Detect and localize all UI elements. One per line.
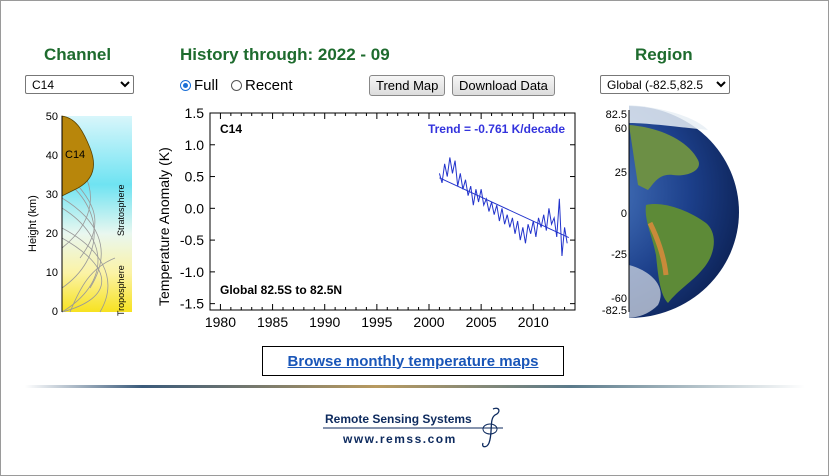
stratosphere-label: Stratosphere <box>116 184 126 236</box>
height-ticks: 50 40 30 20 10 0 <box>46 111 58 318</box>
radio-full[interactable]: Full <box>180 77 218 94</box>
x-tick-label: 1990 <box>309 314 340 330</box>
temperature-anomaly-chart: 1.5 1.0 0.5 0.0 -0.5 -1.0 -1.5 1980 1985 1990 199… <box>156 108 576 330</box>
radio-recent-indicator[interactable] <box>231 80 242 91</box>
y-tick-label: -0.5 <box>180 232 204 248</box>
brand-name: Remote Sensing Systems <box>325 412 472 426</box>
radio-recent-label: Recent <box>245 77 293 94</box>
trend-map-button[interactable]: Trend Map <box>369 75 446 96</box>
height-tick: 30 <box>46 189 58 201</box>
latitude-ticks: 82.5 60 25 0 -25 -60 -82.5 <box>602 109 627 317</box>
latitude-tick: -82.5 <box>602 305 627 317</box>
x-tick-label: 2010 <box>518 314 549 330</box>
y-tick-label: 0.5 <box>185 169 205 185</box>
latitude-tick: 25 <box>615 167 627 179</box>
radio-full-label: Full <box>194 77 219 94</box>
trend-line <box>439 177 569 239</box>
height-tick: 40 <box>46 150 58 162</box>
height-axis-label: Height (km) <box>27 195 39 252</box>
latitude-tick: 0 <box>621 208 627 220</box>
separator-bar <box>25 385 805 388</box>
x-tick-label: 1985 <box>257 314 288 330</box>
region-select[interactable]: Global (-82.5,82.5 <box>600 75 730 94</box>
andes <box>647 221 669 276</box>
south-america-land <box>645 204 714 303</box>
region-header: Region <box>635 45 693 64</box>
height-tick: 10 <box>46 267 58 279</box>
logo-ring <box>482 423 498 435</box>
globe-image <box>629 105 739 318</box>
globe-panel: 82.5 60 25 0 -25 -60 -82.5 <box>602 105 739 318</box>
latitude-tick: 82.5 <box>606 109 627 121</box>
brand-url: www.remss.com <box>342 432 457 446</box>
download-data-button[interactable]: Download Data <box>452 75 555 96</box>
x-axis-ticks: 1980 1985 1990 1995 2000 2005 2010 <box>205 113 566 330</box>
y-tick-label: 1.0 <box>185 137 205 153</box>
c14-weighting-curve <box>61 115 94 197</box>
radio-recent[interactable]: Recent <box>231 77 293 94</box>
channel-select[interactable]: C14 <box>25 75 134 94</box>
integral-symbol <box>481 407 500 448</box>
cloud-cover <box>629 265 661 318</box>
troposphere-label: Troposphere <box>116 265 126 316</box>
y-tick-label: 1.5 <box>185 108 205 121</box>
height-tick: 50 <box>46 111 58 123</box>
c14-curve-label: C14 <box>65 149 85 161</box>
y-tick-label: -1.0 <box>180 264 204 280</box>
y-axis-ticks: 1.5 1.0 0.5 0.0 -0.5 -1.0 -1.5 <box>180 108 575 312</box>
plot-area <box>209 112 576 311</box>
height-tick: 20 <box>46 228 58 240</box>
arctic-ice <box>629 105 708 130</box>
latitude-tick: -25 <box>611 249 627 261</box>
x-tick-label: 2005 <box>466 314 497 330</box>
anomaly-series-line <box>438 157 568 257</box>
latitude-tick: -60 <box>611 293 627 305</box>
y-axis-label: Temperature Anomaly (K) <box>156 147 172 306</box>
channel-header: Channel <box>44 45 112 64</box>
history-header: History through: 2022 - 09 <box>180 45 390 64</box>
browse-maps-box: Browse monthly temperature maps <box>262 346 564 376</box>
weighting-function-panel: C14 50 40 30 20 10 0 Height (km) Stratos… <box>27 111 132 318</box>
latitude-tick: 60 <box>615 123 627 135</box>
trend-label: Trend = -0.761 K/decade <box>428 122 565 136</box>
radio-full-indicator[interactable] <box>180 80 191 91</box>
x-tick-label: 2000 <box>413 314 444 330</box>
x-tick-label: 1995 <box>361 314 392 330</box>
north-america-land <box>629 125 699 190</box>
y-tick-label: 0.0 <box>185 200 205 216</box>
rss-logo: Remote Sensing Systems www.remss.com <box>323 407 503 448</box>
height-tick: 0 <box>52 306 58 318</box>
browse-maps-link[interactable]: Browse monthly temperature maps <box>287 352 539 370</box>
chart-title: C14 <box>220 122 242 136</box>
region-range-label: Global 82.5S to 82.5N <box>220 283 342 297</box>
x-tick-label: 1980 <box>205 314 236 330</box>
y-tick-label: -1.5 <box>180 296 204 312</box>
